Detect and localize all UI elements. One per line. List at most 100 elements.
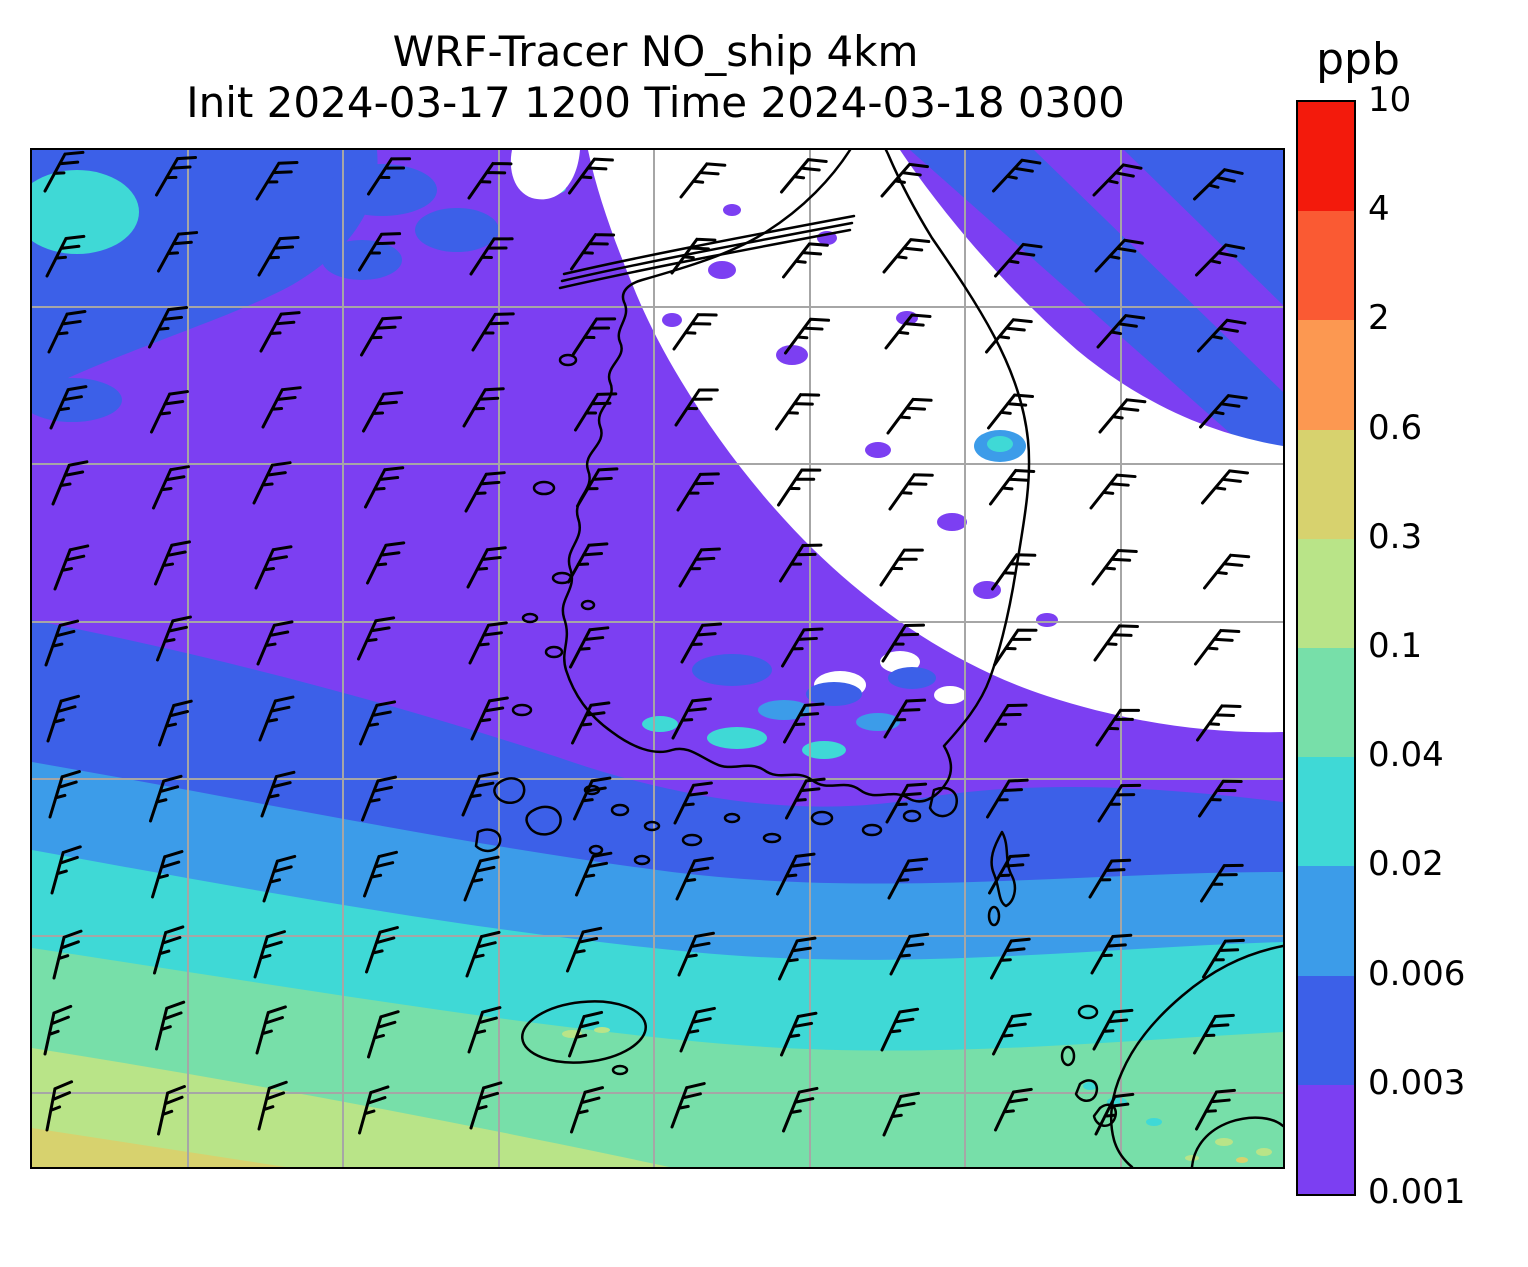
wind-barb [1097, 783, 1142, 823]
wind-barb [783, 702, 825, 744]
colorbar-segment-7 [1298, 866, 1354, 976]
wind-barb [1090, 933, 1133, 975]
cyan-patch-topleft [32, 170, 139, 254]
figure-title: WRF-Tracer NO_ship 4km Init 2024-03-17 1… [30, 26, 1281, 128]
wind-barb [1091, 548, 1138, 586]
wind-barb [358, 1085, 390, 1135]
wind-barb [1198, 779, 1243, 818]
wind-barb [785, 777, 826, 820]
wind-barb [576, 467, 619, 508]
wind-barb [882, 1091, 921, 1137]
band-palegreen [32, 1048, 670, 1167]
wind-barb [671, 697, 712, 740]
wind-barb [885, 782, 928, 824]
wind-barb [157, 231, 199, 273]
wind-barb [780, 158, 828, 194]
wind-barb [886, 397, 933, 435]
wind-barb [1093, 624, 1139, 662]
wind-barb [158, 699, 193, 747]
wind-barb [260, 770, 296, 818]
wind-barb [1193, 168, 1244, 201]
wind-barb [884, 313, 932, 350]
wind-barb [1092, 163, 1143, 197]
wind-barb [673, 781, 713, 825]
coastlines [474, 150, 1283, 1167]
wind-barb [781, 627, 824, 668]
wind-barb [1193, 1013, 1235, 1055]
korea-coastline [561, 150, 1031, 803]
wind-barb [994, 1087, 1033, 1132]
wind-barb [262, 854, 297, 903]
wind-barb [1096, 314, 1146, 349]
white-minimum-region [588, 150, 1283, 733]
wind-barb [569, 626, 610, 669]
wind-barb [881, 623, 926, 663]
wind-barb [367, 157, 412, 196]
wind-barb [157, 1084, 186, 1136]
wind-barb [149, 774, 183, 823]
wind-barb [987, 393, 1035, 430]
band-khaki [32, 1128, 286, 1167]
wind-barb [49, 385, 88, 430]
wind-barb [52, 929, 83, 980]
wind-barb [1197, 318, 1247, 353]
wind-barb [1195, 243, 1246, 277]
wind-barb [150, 390, 189, 434]
wind-barb [990, 937, 1031, 980]
wind-barb [148, 306, 189, 349]
wind-barb [1196, 704, 1242, 742]
dmz-line-1 [562, 214, 856, 276]
wind-barb [469, 1081, 503, 1130]
wind-barb [1194, 628, 1241, 666]
wind-barb [467, 161, 513, 200]
wind-barb [470, 696, 509, 741]
wind-barb [43, 150, 85, 193]
wind-barb [155, 1000, 186, 1051]
wind-barb [50, 845, 82, 895]
wind-barb [888, 473, 934, 511]
wind-barb [988, 853, 1030, 895]
wind-barb [568, 1010, 604, 1058]
wind-barb [46, 694, 80, 743]
colorbar-tick-label: 0.3 [1368, 516, 1423, 557]
wind-barb [775, 393, 821, 431]
colorbar-tick-label: 0.006 [1368, 953, 1466, 994]
wind-barbs [43, 150, 1251, 1137]
wind-barb [572, 317, 617, 356]
wind-barb [880, 162, 929, 198]
figure-title-line1: WRF-Tracer NO_ship 4km [392, 27, 919, 76]
colorbar [1296, 100, 1356, 1196]
wind-barb [994, 242, 1043, 278]
wind-barb [882, 238, 931, 274]
wind-barb [45, 234, 86, 278]
wind-barb [574, 392, 618, 432]
wind-barb [782, 1086, 819, 1133]
concentration-bands [32, 150, 1283, 1167]
wind-barb [465, 930, 501, 978]
wind-barb [986, 778, 1029, 819]
colorbar-segment-4 [1298, 538, 1354, 649]
wind-barb [463, 855, 500, 902]
jeju-island [521, 1000, 647, 1064]
wind-barb [778, 936, 817, 981]
wind-barb [1098, 398, 1147, 434]
wind-barb [47, 310, 87, 354]
wind-barb [155, 156, 198, 197]
wind-barb [991, 553, 1037, 591]
wind-barb [570, 233, 616, 271]
wind-barb [670, 1082, 706, 1129]
wind-barb [1203, 553, 1251, 590]
wind-barb [776, 852, 816, 896]
wind-barb [676, 472, 720, 512]
kyushu-coastline [1109, 944, 1283, 1167]
map-canvas [32, 150, 1283, 1167]
wind-barb [257, 1080, 288, 1131]
wind-barb [672, 313, 718, 351]
colorbar-tick-label: 0.1 [1368, 626, 1423, 666]
wind-barb [567, 542, 609, 584]
wind-barb [43, 1004, 73, 1056]
colorbar-segment-3 [1298, 429, 1354, 539]
wind-barb [44, 619, 80, 667]
wind-barb [468, 621, 508, 665]
wind-barb [256, 620, 294, 666]
